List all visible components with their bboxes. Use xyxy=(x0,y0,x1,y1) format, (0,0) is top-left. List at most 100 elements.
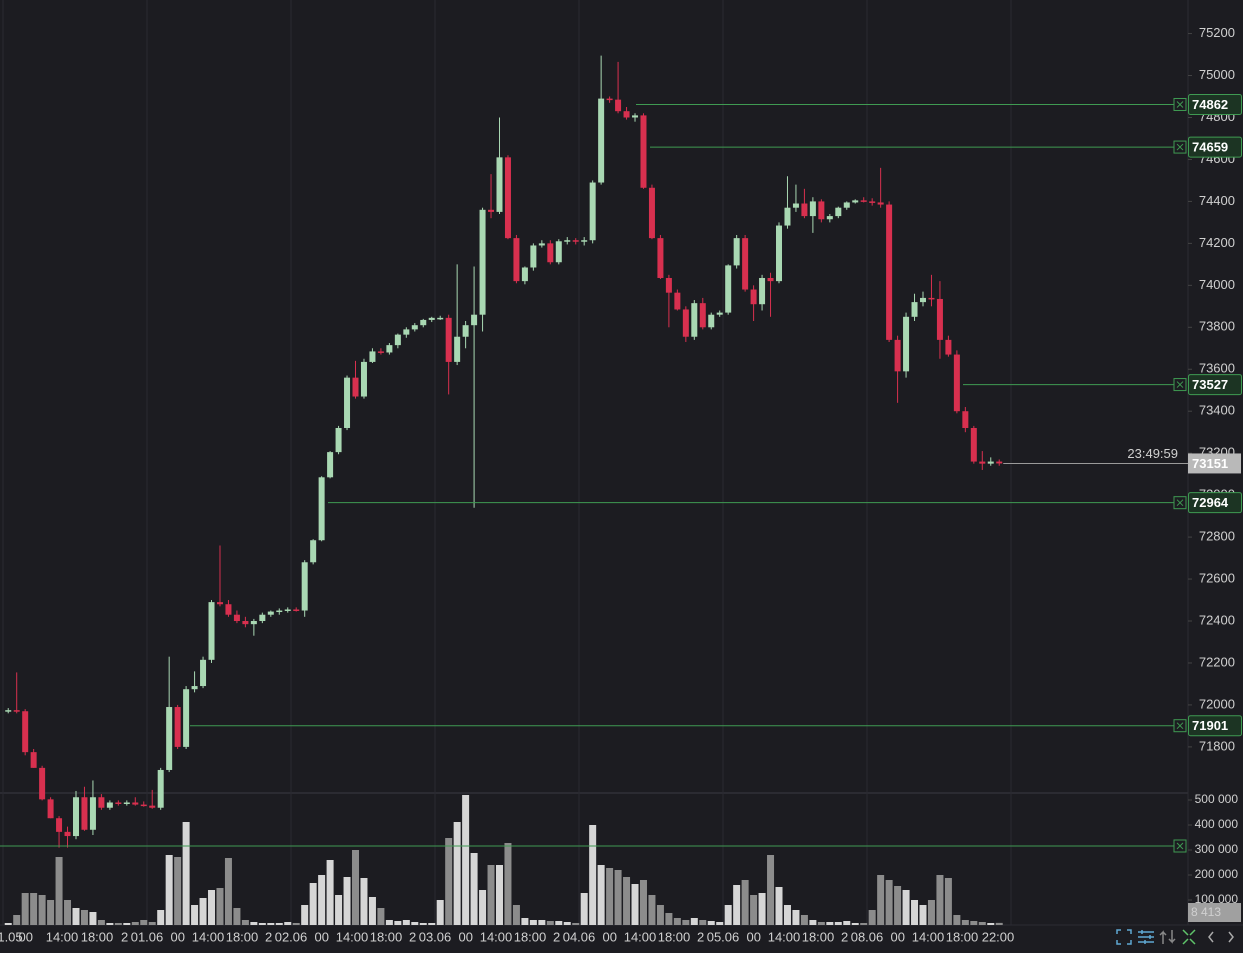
remove-level-icon xyxy=(1176,722,1184,730)
candle-body xyxy=(665,277,672,293)
candle-body xyxy=(852,200,859,203)
volume-bar xyxy=(55,857,63,925)
y-tick-label: 73600 xyxy=(1199,361,1235,376)
candle-body xyxy=(233,614,240,622)
volume-bar xyxy=(385,920,393,925)
volume-bar xyxy=(589,825,597,925)
volume-bar xyxy=(191,905,199,925)
candle-body xyxy=(115,802,122,804)
volume-bar xyxy=(724,905,732,925)
candle-body xyxy=(835,207,842,217)
volume-tick-label: 200 000 xyxy=(1195,867,1239,881)
last-volume-badge xyxy=(1188,903,1241,922)
candle-body xyxy=(377,351,384,353)
candle-body xyxy=(428,317,435,320)
candle-body xyxy=(987,461,994,464)
volume-bar xyxy=(682,920,690,925)
volume-bar xyxy=(775,887,783,925)
volume-bar xyxy=(199,898,207,925)
candle-body xyxy=(513,238,520,282)
candle-body xyxy=(284,609,291,611)
y-tick-label: 73800 xyxy=(1199,319,1235,334)
candle-body xyxy=(691,303,698,337)
x-tick-label: 14:00 xyxy=(336,929,369,944)
volume-bar xyxy=(885,880,893,925)
candle-body xyxy=(454,336,461,362)
x-tick-label: 18:00 xyxy=(226,929,259,944)
candle-body xyxy=(682,309,689,337)
volume-bar xyxy=(580,893,588,925)
candle-body xyxy=(945,339,952,355)
remove-level-icon xyxy=(1176,143,1184,151)
level-badge xyxy=(1188,136,1242,158)
volume-bar xyxy=(360,878,368,925)
volume-bar xyxy=(495,865,503,925)
x-tick-label: 14:00 xyxy=(46,929,79,944)
candle-body xyxy=(970,427,977,462)
volume-bar xyxy=(462,795,470,925)
volume-bar xyxy=(902,890,910,925)
volume-bar xyxy=(148,922,156,925)
volume-bar xyxy=(639,880,647,925)
x-tick-label: 18:00 xyxy=(658,929,691,944)
x-tick-label: 00 xyxy=(747,929,761,944)
level-label: 71901 xyxy=(1192,718,1228,733)
candle-body xyxy=(530,245,537,268)
volume-bar xyxy=(758,893,766,925)
candle-body xyxy=(826,216,833,220)
volume-bar xyxy=(750,895,758,925)
volume-bar xyxy=(995,922,1003,925)
volume-bar xyxy=(699,920,707,925)
x-tick-label: 14:00 xyxy=(624,929,657,944)
candle-body xyxy=(216,602,223,605)
volume-bar xyxy=(783,905,791,925)
x-tick-label: 18:00 xyxy=(81,929,114,944)
volume-bar xyxy=(504,843,512,925)
y-tick-label: 72200 xyxy=(1199,654,1235,669)
last-volume-label: 8 413 xyxy=(1191,905,1221,919)
candle-body xyxy=(708,314,715,328)
scroll-right-button[interactable] xyxy=(1228,931,1234,943)
settings-button[interactable] xyxy=(1138,930,1154,944)
candle-body xyxy=(886,204,893,340)
scale-button[interactable] xyxy=(1159,930,1176,944)
volume-bar xyxy=(597,865,605,925)
volume-bar xyxy=(944,878,952,925)
candle-body xyxy=(606,98,613,101)
level-badge xyxy=(1188,492,1242,514)
volume-bar xyxy=(936,875,944,925)
candle-body xyxy=(327,452,334,478)
volume-bar xyxy=(792,910,800,925)
volume-bar xyxy=(529,920,537,925)
volume-bar xyxy=(13,915,21,925)
candle-body xyxy=(716,312,723,315)
volume-bar xyxy=(648,895,656,925)
remove-level-icon xyxy=(1176,381,1184,388)
x-tick-label: 00 xyxy=(603,929,617,944)
candle-body xyxy=(30,752,37,768)
candle-body xyxy=(699,303,706,328)
candle-body xyxy=(996,461,1003,464)
y-tick-label: 74000 xyxy=(1199,277,1235,292)
candle-body xyxy=(200,659,207,687)
candle-body xyxy=(496,157,503,212)
remove-level-icon xyxy=(1176,842,1184,850)
volume-bar xyxy=(894,886,902,925)
candle-body xyxy=(759,277,766,305)
scroll-left-button[interactable] xyxy=(1208,931,1214,943)
volume-bar xyxy=(851,923,859,925)
volume-bar xyxy=(877,875,885,925)
volume-bar xyxy=(521,918,529,925)
candle-body xyxy=(471,314,478,326)
candle-body xyxy=(936,298,943,340)
volume-bar xyxy=(352,850,360,925)
y-tick-label: 75000 xyxy=(1199,67,1235,82)
fullscreen-button[interactable] xyxy=(1116,929,1132,945)
y-tick-label: 72400 xyxy=(1199,612,1235,627)
x-tick-label: 14:00 xyxy=(912,929,945,944)
volume-bar xyxy=(402,920,410,925)
level-badge xyxy=(1188,715,1242,737)
candle-body xyxy=(149,805,156,808)
volume-bar xyxy=(987,923,995,925)
fit-button[interactable] xyxy=(1182,929,1196,945)
